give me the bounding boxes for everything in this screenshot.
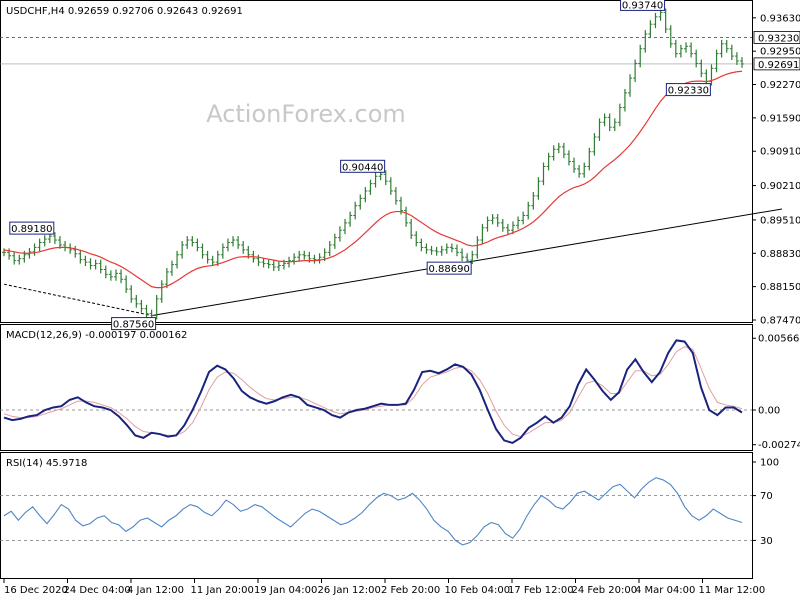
- x-tick-label: 24 Dec 04:00: [64, 585, 131, 596]
- macd-title: MACD(12,26,9) -0.000197 0.000162: [6, 330, 187, 341]
- rsi-panel-frame: [0, 452, 753, 579]
- swing-label: 0.88690: [428, 264, 469, 275]
- price-y-tick-label: 0.90210: [760, 181, 800, 192]
- price-box: 0.93230: [753, 31, 800, 44]
- x-tick-label: 17 Feb 12:00: [508, 585, 574, 596]
- swing-label: 0.90440: [342, 162, 383, 173]
- swing-label-box: [111, 317, 157, 331]
- trendline: [3, 283, 152, 317]
- macd-y-tick-label: 0.00: [758, 406, 780, 417]
- moving-average-line: [3, 70, 743, 289]
- price-layer: 0.89180 0.87560 0.90440 0.88690 0.93740 0.923…: [0, 0, 783, 331]
- x-tick-label: 26 Jan 12:00: [318, 585, 381, 596]
- swing-label: 0.93740: [622, 0, 663, 11]
- rsi-y-tick-label: 100: [760, 458, 779, 469]
- x-tick-label: 19 Jan 04:00: [254, 585, 317, 596]
- x-tick-label: 2 Feb 20:00: [381, 585, 440, 596]
- rsi-title: RSI(14) 45.9718: [6, 458, 87, 469]
- macd-panel-frame: [0, 324, 753, 451]
- price-y-tick-label: 0.93630: [760, 13, 800, 24]
- swing-label: 0.92330: [668, 86, 709, 97]
- swing-label: 0.87560: [113, 320, 154, 331]
- price-y-tick-label: 0.88150: [760, 282, 800, 293]
- price-y-tick-label: 0.87470: [760, 316, 800, 327]
- watermark: ActionForex.com: [206, 100, 406, 128]
- swing-label-box: [340, 159, 386, 173]
- price-y-tick-label: 0.88830: [760, 249, 800, 260]
- price-box-frame: [753, 31, 800, 44]
- price-box: 0.92691: [753, 57, 800, 71]
- swing-label-box: [620, 0, 666, 11]
- x-tick-label: 24 Feb 20:00: [572, 585, 638, 596]
- rsi-y-tick-label: 70: [760, 491, 773, 502]
- macd-line: [3, 339, 743, 445]
- macd-layer: [0, 339, 752, 445]
- macd-y-tick-label: 0.005666: [758, 334, 800, 345]
- price-y-tick-label: 0.92950: [760, 47, 800, 58]
- swing-label-box: [665, 83, 711, 97]
- x-tick-label: 16 Dec 2020: [4, 585, 68, 596]
- axis-layer: 0.93630 0.92950 0.92270 0.91590 0.90910 0.902…: [3, 13, 800, 596]
- rsi-line: [3, 477, 743, 546]
- x-tick-label: 10 Feb 04:00: [445, 585, 511, 596]
- price-y-tick-label: 0.92270: [760, 80, 800, 91]
- price-y-tick-label: 0.91590: [760, 113, 800, 124]
- price-box-label: 0.93230: [758, 33, 799, 44]
- x-tick-label: 4 Mar 04:00: [635, 585, 695, 596]
- symbol-header: USDCHF,H4 0.92659 0.92706 0.92643 0.9269…: [6, 6, 243, 17]
- x-tick-label: 11 Mar 12:00: [699, 585, 766, 596]
- x-tick-label: 11 Jan 20:00: [191, 585, 254, 596]
- rsi-layer: [0, 477, 752, 546]
- price-y-tick-label: 0.89510: [760, 215, 800, 226]
- price-y-tick-label: 0.90910: [760, 147, 800, 158]
- swing-label: 0.89180: [11, 224, 52, 235]
- price-box-label: 0.92691: [758, 60, 799, 71]
- price-box-frame: [753, 57, 800, 71]
- swing-label-box: [426, 261, 472, 275]
- rsi-y-tick-label: 30: [760, 536, 773, 547]
- swing-label-box: [9, 221, 55, 235]
- x-tick-label: 4 Jan 12:00: [127, 585, 184, 596]
